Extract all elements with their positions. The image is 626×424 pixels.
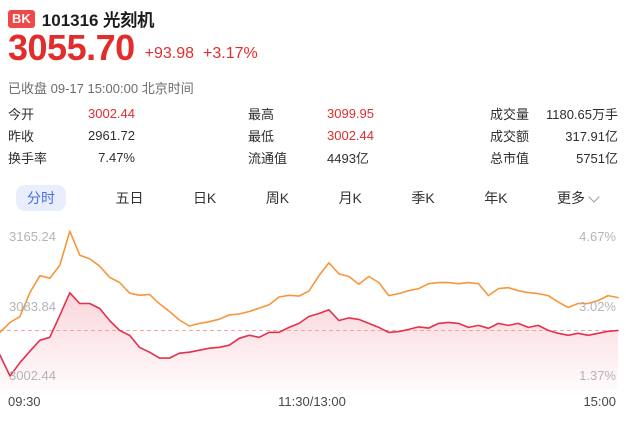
stat-label: 今开 bbox=[8, 106, 35, 122]
stat-row: 总市值 5751亿 bbox=[490, 146, 618, 168]
tab-quarter-k[interactable]: 季K bbox=[411, 185, 434, 211]
price-row: 3055.70 +93.98 +3.17% bbox=[8, 27, 258, 69]
stat-row: 昨收 2961.72 bbox=[8, 124, 135, 146]
current-price: 3055.70 bbox=[8, 27, 135, 68]
stats-grid: 今开 3002.44 昨收 2961.72 换手率 7.47% 最高 3099.95 最低 300… bbox=[0, 102, 626, 168]
tab-minute[interactable]: 分时 bbox=[16, 185, 66, 211]
x-axis-time-label: 11:30/13:00 bbox=[278, 394, 346, 409]
stats-column-3: 成交量 1180.65万手 成交额 317.91亿总市值 5751亿 bbox=[490, 102, 618, 168]
stat-label: 最高 bbox=[248, 106, 275, 122]
x-axis-time-label: 09:30 bbox=[8, 394, 41, 409]
tab-week-k[interactable]: 周K bbox=[266, 185, 289, 211]
stat-row: 成交量 1180.65万手 bbox=[490, 102, 618, 124]
stat-value: 5751亿 bbox=[576, 150, 618, 166]
x-axis-time-label: 15:00 bbox=[583, 394, 616, 409]
tab-day-k[interactable]: 日K bbox=[193, 185, 216, 211]
stat-row: 成交额 317.91亿 bbox=[490, 124, 618, 146]
chevron-down-icon bbox=[588, 190, 600, 203]
page-title: 101316 光刻机 bbox=[41, 11, 155, 30]
header: BK 101316 光刻机 bbox=[8, 6, 154, 31]
bk-market-badge: BK bbox=[8, 9, 35, 28]
tab-five-day[interactable]: 五日 bbox=[115, 185, 143, 211]
stat-label: 流通值 bbox=[248, 150, 288, 166]
stat-value: 3002.44 bbox=[88, 105, 135, 121]
stat-value: 1180.65万手 bbox=[545, 106, 618, 122]
stat-value: 7.47% bbox=[98, 149, 135, 165]
stat-value: 317.91亿 bbox=[565, 128, 618, 144]
stat-value: 3099.95 bbox=[327, 105, 374, 121]
stat-value: 3002.44 bbox=[327, 127, 374, 143]
tab-label: 日K bbox=[192, 190, 217, 206]
change-percent: +3.17% bbox=[203, 45, 258, 62]
tab-year-k[interactable]: 年K bbox=[484, 185, 507, 211]
tab-month-k[interactable]: 月K bbox=[339, 185, 362, 211]
price-line bbox=[0, 292, 619, 377]
stat-row: 换手率 7.47% bbox=[8, 146, 135, 168]
minute-chart[interactable]: 3165.24 3083.84 3002.44 4.67% 3.02% 1.37% bbox=[0, 226, 626, 394]
time-axis: 09:30 11:30/13:00 15:00 bbox=[8, 394, 616, 409]
stat-label: 成交额 bbox=[490, 128, 530, 144]
stats-column-1: 今开 3002.44 昨收 2961.72 换手率 7.47% bbox=[8, 102, 135, 168]
stat-value: 2961.72 bbox=[88, 127, 135, 143]
price-change: +93.98 +3.17% bbox=[145, 45, 258, 69]
stat-label: 换手率 bbox=[8, 150, 48, 166]
market-status: 已收盘 09-17 15:00:00 北京时间 bbox=[8, 81, 194, 96]
tab-label: 分时 bbox=[27, 190, 55, 206]
overlay-line bbox=[0, 230, 619, 334]
tab-label: 年K bbox=[484, 190, 508, 206]
stat-label: 最低 bbox=[248, 128, 275, 144]
chart-period-tabs: 分时 五日 日K 周K 月K 季K 年K 更多 bbox=[0, 183, 626, 213]
tab-label: 季K bbox=[411, 190, 435, 206]
tab-label: 周K bbox=[265, 190, 290, 206]
change-amount: +93.98 bbox=[144, 45, 195, 62]
stat-row: 今开 3002.44 bbox=[8, 102, 135, 124]
stat-row: 流通值 4493亿 bbox=[248, 146, 390, 168]
stat-label: 昨收 bbox=[8, 128, 35, 144]
price-area-fill bbox=[0, 292, 618, 390]
stat-label: 总市值 bbox=[490, 150, 530, 166]
stat-row: 最高 3099.95 bbox=[248, 102, 390, 124]
stats-column-2: 最高 3099.95 最低 3002.44 流通值 4493亿 bbox=[248, 102, 390, 168]
tab-more[interactable]: 更多 bbox=[557, 185, 600, 211]
tab-label: 更多 bbox=[557, 190, 585, 206]
tab-label: 五日 bbox=[115, 190, 144, 206]
stat-value: 4493亿 bbox=[327, 150, 369, 166]
stat-row: 最低 3002.44 bbox=[248, 124, 390, 146]
stat-label: 成交量 bbox=[490, 106, 530, 122]
minute-chart-canvas[interactable] bbox=[0, 226, 626, 394]
tab-label: 月K bbox=[338, 190, 362, 206]
